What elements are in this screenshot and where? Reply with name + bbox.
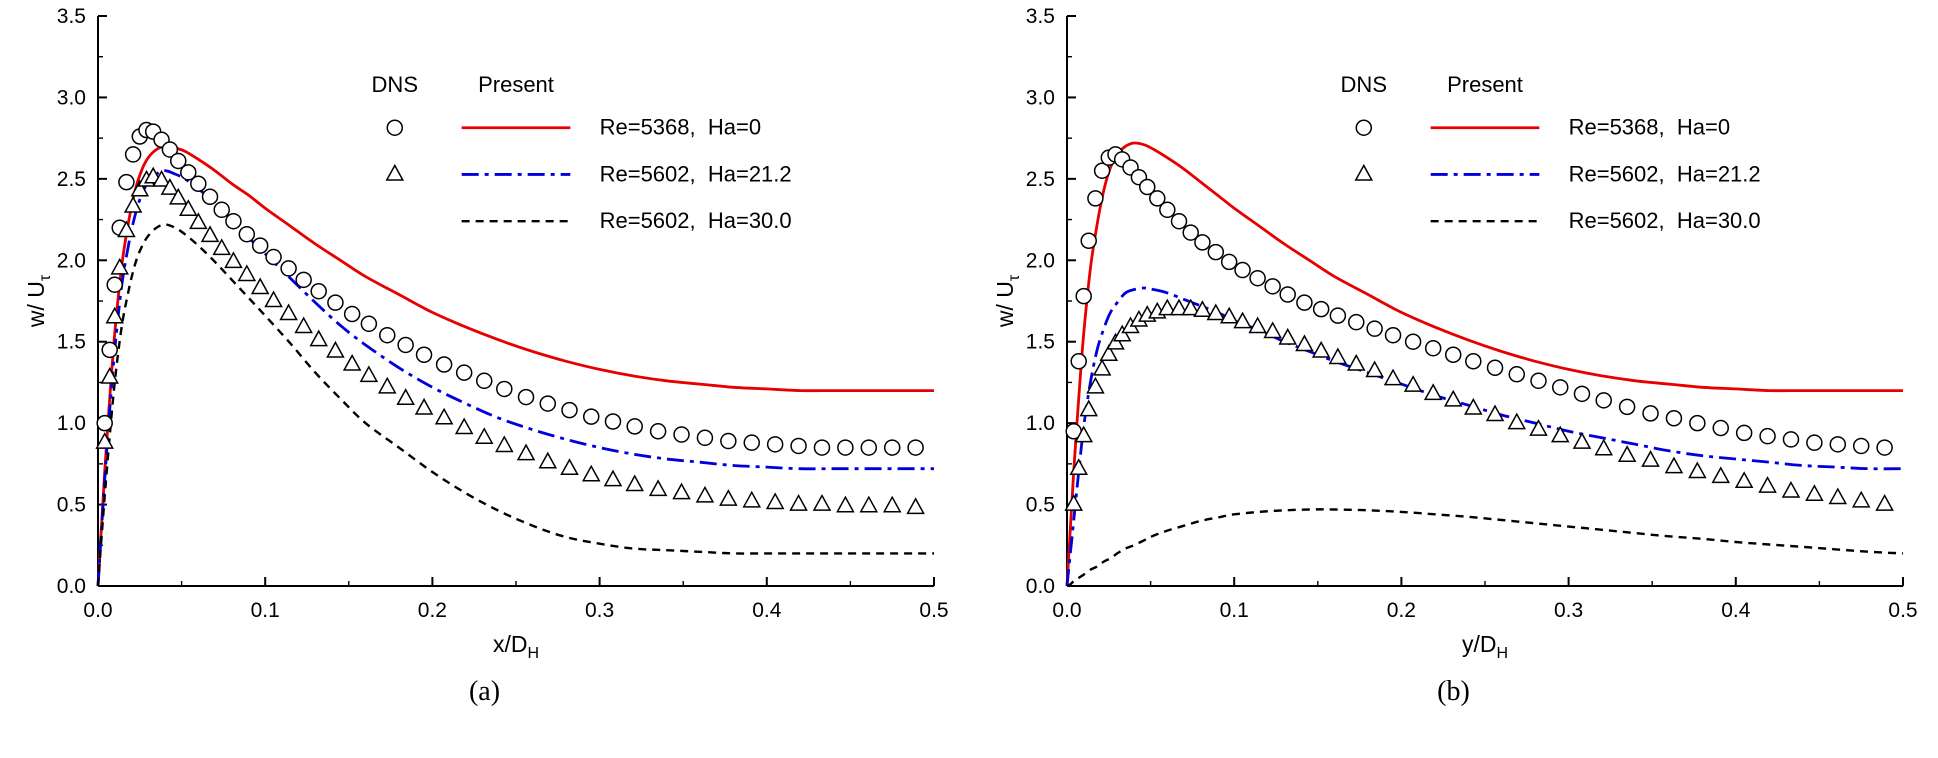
legend-header-dns: DNS bbox=[371, 72, 417, 97]
y-tick-label: 3.5 bbox=[1025, 5, 1054, 28]
x-axis-label: x/DH bbox=[492, 631, 538, 662]
y-tick-label: 1.0 bbox=[1025, 412, 1054, 435]
legend-label: Re=5602, Ha=21.2 bbox=[599, 161, 791, 186]
y-tick-label: 0.5 bbox=[1025, 494, 1054, 517]
legend-label: Re=5602, Ha=21.2 bbox=[1568, 161, 1760, 186]
chart-b-canvas: 0.0 0.1 0.2 0.3 0.4 0.5 0.0 0.5 1.0 1.5 2.0 2.5 3.0 3… bbox=[992, 5, 1918, 662]
legend-label: Re=5368, Ha=0 bbox=[1568, 115, 1729, 140]
legend-label: Re=5368, Ha=0 bbox=[599, 115, 760, 140]
series-line-present-re5368-ha0 bbox=[96, 144, 934, 587]
x-axis-label: y/DH bbox=[1461, 631, 1507, 662]
series-markers-dns-re5368-ha0 bbox=[95, 121, 924, 456]
y-tick-label: 1.0 bbox=[56, 412, 85, 435]
x-tick-label: 0.1 bbox=[1219, 599, 1248, 622]
y-tick-label: 3.0 bbox=[56, 86, 85, 109]
y-tick-label: 2.5 bbox=[1025, 168, 1054, 191]
x-tick-label: 0.5 bbox=[919, 599, 948, 622]
y-tick-label: 2.5 bbox=[56, 168, 85, 191]
series-line-present-re5602-ha30.0 bbox=[96, 223, 934, 587]
legend-header-present: Present bbox=[478, 72, 554, 97]
y-tick-label: 1.5 bbox=[1025, 331, 1054, 354]
chart-a-canvas: 0.0 0.1 0.2 0.3 0.4 0.5 0.0 0.5 1.0 1.5 2.0 2.5 3.0 3… bbox=[23, 5, 949, 662]
y-tick-label: 0.0 bbox=[1025, 575, 1054, 598]
x-tick-label: 0.4 bbox=[752, 599, 782, 622]
chart-a: 0.0 0.1 0.2 0.3 0.4 0.5 0.0 0.5 1.0 1.5 2.0 2.5 3.0 3… bbox=[0, 2, 969, 758]
x-tick-label: 0.2 bbox=[417, 599, 446, 622]
x-tick-label: 0.3 bbox=[584, 599, 613, 622]
series-line-present-re5602-ha30.0 bbox=[1065, 508, 1903, 588]
x-tick-label: 0.0 bbox=[83, 599, 112, 622]
legend: DNS Present Re=5368, Ha=0 Re=5602, Ha=21.2 R… bbox=[1340, 72, 1760, 233]
x-tick-label: 0.4 bbox=[1721, 599, 1751, 622]
y-tick-label: 0.0 bbox=[56, 575, 85, 598]
series-markers-dns-re5368-ha0 bbox=[1064, 146, 1893, 456]
chart-a-caption: (a) bbox=[468, 676, 501, 707]
y-tick-label: 2.0 bbox=[56, 249, 85, 272]
series-markers-dns-re5602-ha21.2 bbox=[1063, 298, 1894, 511]
y-tick-label: 2.0 bbox=[1025, 249, 1054, 272]
y-tick-label: 3.0 bbox=[1025, 86, 1054, 109]
legend: DNS Present Re=5368, Ha=0 Re=5602, Ha=21.2 R… bbox=[371, 72, 791, 233]
x-tick-label: 0.0 bbox=[1052, 599, 1081, 622]
y-axis-label: w/ Uτ bbox=[23, 274, 54, 328]
series-line-present-re5602-ha21.2 bbox=[1065, 286, 1903, 587]
legend-label: Re=5602, Ha=30.0 bbox=[1568, 208, 1760, 233]
chart-b: 0.0 0.1 0.2 0.3 0.4 0.5 0.0 0.5 1.0 1.5 2.0 2.5 3.0 3… bbox=[969, 2, 1938, 758]
y-axis-label: w/ Uτ bbox=[992, 274, 1023, 328]
series-markers-dns-re5602-ha21.2 bbox=[94, 166, 925, 515]
x-tick-label: 0.5 bbox=[1888, 599, 1917, 622]
legend-header-present: Present bbox=[1447, 72, 1523, 97]
y-tick-label: 1.5 bbox=[56, 331, 85, 354]
y-tick-label: 0.5 bbox=[56, 494, 85, 517]
series-line-present-re5368-ha0 bbox=[1065, 141, 1903, 587]
y-tick-label: 3.5 bbox=[56, 5, 85, 28]
series-line-present-re5602-ha21.2 bbox=[96, 169, 934, 587]
x-tick-label: 0.3 bbox=[1553, 599, 1582, 622]
x-tick-label: 0.1 bbox=[250, 599, 279, 622]
x-tick-label: 0.2 bbox=[1386, 599, 1415, 622]
legend-label: Re=5602, Ha=30.0 bbox=[599, 208, 791, 233]
chart-b-caption: (b) bbox=[1437, 676, 1470, 707]
legend-header-dns: DNS bbox=[1340, 72, 1386, 97]
